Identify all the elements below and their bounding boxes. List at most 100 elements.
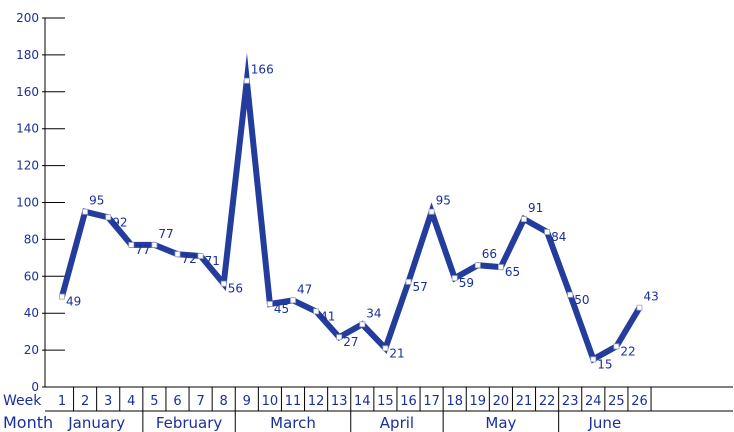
- data-point-marker: [567, 291, 574, 298]
- data-point-marker: [266, 301, 273, 307]
- data-label: 95: [436, 194, 451, 208]
- data-label: 50: [574, 293, 589, 307]
- series-line-path: [59, 52, 643, 364]
- data-label: 77: [158, 227, 173, 241]
- month-label: May: [485, 414, 516, 432]
- data-point-marker: [290, 297, 296, 304]
- month-label: February: [156, 414, 223, 432]
- data-label: 166: [251, 63, 274, 77]
- week-tick-label: 9: [243, 394, 251, 409]
- y-tick-label: 80: [24, 232, 39, 246]
- week-tick-label: 23: [562, 394, 579, 409]
- week-tick-label: 10: [262, 394, 279, 409]
- week-tick-label: 2: [81, 394, 89, 409]
- data-label: 45: [274, 302, 289, 316]
- week-tick-label: 18: [446, 394, 463, 409]
- week-tick-label: 16: [400, 394, 417, 409]
- data-point-marker: [105, 214, 112, 221]
- data-point-marker: [151, 242, 158, 248]
- data-label: 91: [528, 201, 543, 215]
- y-tick-label: 40: [24, 306, 39, 320]
- data-label: 43: [644, 290, 659, 304]
- month-label: June: [588, 414, 622, 432]
- data-point-marker: [405, 278, 412, 285]
- data-label: 95: [89, 194, 104, 208]
- data-point-marker: [544, 229, 550, 235]
- month-row-label: Month: [3, 413, 53, 432]
- data-point-marker: [497, 264, 504, 270]
- data-label: 66: [482, 247, 497, 261]
- data-label: 15: [597, 357, 612, 371]
- week-tick-label: 19: [470, 394, 487, 409]
- data-label: 21: [389, 346, 404, 360]
- data-point-marker: [59, 293, 65, 300]
- data-labels: 49 95 92 77 77 72 71 56 166 45 47 41 27 34 21 57 95 59 66 6…: [66, 63, 659, 372]
- week-tick-label: 15: [377, 394, 394, 409]
- week-tick-label: 14: [354, 394, 371, 409]
- data-point-marker: [382, 345, 389, 352]
- week-tick-label: 24: [585, 394, 602, 409]
- data-point-marker: [474, 262, 481, 269]
- y-tick-label: 200: [16, 11, 39, 25]
- data-point-marker: [82, 208, 88, 215]
- data-point-marker: [243, 77, 250, 84]
- series-line: [59, 52, 643, 364]
- y-tick-label: 20: [24, 343, 39, 357]
- data-point-marker: [359, 321, 366, 328]
- week-tick-label: 8: [220, 394, 228, 409]
- month-label: March: [270, 414, 316, 432]
- y-tick-label: 160: [16, 85, 39, 99]
- data-label: 34: [366, 306, 381, 320]
- data-label: 77: [135, 243, 150, 257]
- data-point-marker: [613, 343, 620, 350]
- week-tick-label: 11: [285, 394, 302, 409]
- data-label: 59: [459, 276, 474, 290]
- y-tick-label: 140: [16, 122, 39, 136]
- y-tick-label: 120: [16, 159, 39, 173]
- week-tick-label: 1: [58, 394, 66, 409]
- data-point-marker: [590, 356, 597, 363]
- data-label: 27: [343, 335, 358, 349]
- y-axis-ticks: 0 20 40 60 80 100 120 140 160 180 200: [16, 11, 65, 394]
- data-label: 57: [413, 280, 428, 294]
- week-tick-label: 20: [493, 394, 510, 409]
- data-label: 92: [112, 215, 127, 229]
- data-label: 22: [620, 344, 635, 358]
- week-tick-label: 5: [150, 394, 158, 409]
- week-tick-label: 17: [423, 394, 440, 409]
- y-tick-label: 60: [24, 269, 39, 283]
- week-tick-label: 25: [608, 394, 625, 409]
- week-tick-label: 6: [173, 394, 181, 409]
- week-tick-label: 13: [331, 394, 348, 409]
- data-label: 41: [320, 309, 335, 323]
- week-tick-label: 22: [539, 394, 556, 409]
- data-label: 72: [182, 252, 197, 266]
- data-label: 49: [66, 295, 81, 309]
- data-point-marker: [174, 251, 181, 258]
- data-point-marker: [313, 308, 320, 315]
- week-tick-label: 21: [516, 394, 533, 409]
- data-point-marker: [197, 253, 204, 259]
- week-tick-label: 7: [196, 394, 204, 409]
- week-row-label: Week: [3, 393, 42, 409]
- week-tick-label: 12: [308, 394, 325, 409]
- y-tick-label: 180: [16, 48, 39, 62]
- data-label: 71: [205, 254, 220, 268]
- data-point-marker: [336, 334, 343, 341]
- x-axis-rows: 1 2 3 4 5 6 7 8 9 10 11 12 13 14 15 16 17 18 19 20 21 22 23 24 2…: [45, 387, 733, 432]
- week-tick-label: 4: [127, 394, 135, 409]
- month-label: April: [380, 414, 414, 432]
- y-tick-label: 100: [16, 196, 39, 210]
- data-point-marker: [220, 280, 227, 287]
- data-label: 47: [297, 282, 312, 296]
- data-label: 65: [505, 265, 520, 279]
- week-tick-label: 3: [104, 394, 112, 409]
- week-tick-label: 26: [631, 394, 648, 409]
- data-label: 56: [228, 282, 243, 296]
- data-point-marker: [521, 216, 527, 223]
- data-point-marker: [428, 208, 435, 215]
- month-label: January: [67, 414, 125, 432]
- data-point-marker: [636, 304, 643, 311]
- data-markers: [59, 77, 643, 363]
